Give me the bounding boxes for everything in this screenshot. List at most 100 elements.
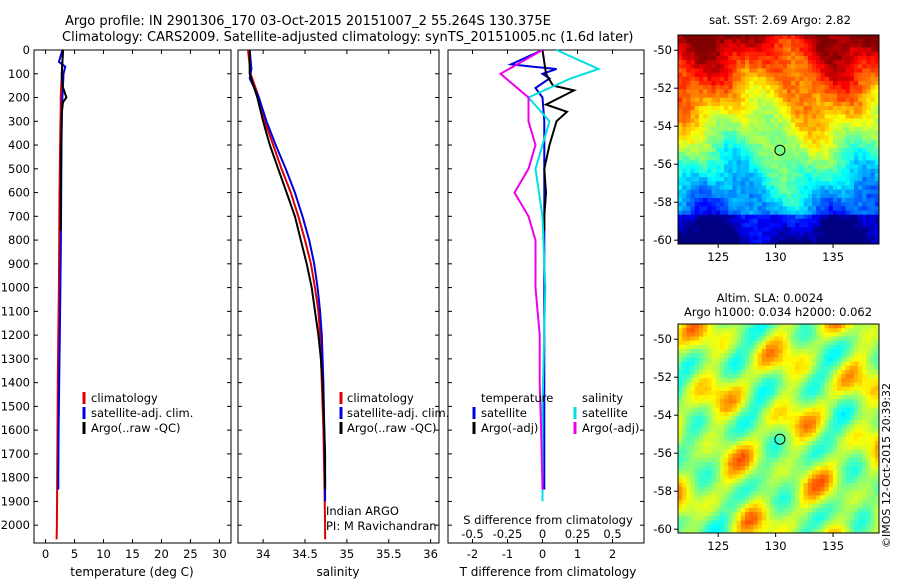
x-tick-label-top: -0.25 — [493, 527, 523, 541]
heatmap-cell — [761, 110, 767, 115]
heatmap-cell — [715, 516, 721, 521]
y-tick-label: 1800 — [1, 471, 30, 485]
heatmap-cell — [799, 60, 805, 65]
heatmap-cell — [682, 482, 687, 488]
heatmap-cell — [745, 106, 750, 111]
heatmap-cell — [740, 72, 746, 78]
heatmap-cell — [870, 453, 876, 459]
heatmap-cell — [874, 126, 880, 132]
heatmap-cell — [874, 399, 880, 404]
heatmap-cell — [678, 524, 683, 530]
heatmap-cell — [682, 512, 687, 517]
heatmap-cell — [858, 164, 863, 170]
heatmap-cell — [761, 470, 767, 475]
heatmap-cell — [816, 432, 821, 438]
heatmap-cell — [749, 139, 754, 145]
heatmap-cell — [724, 139, 729, 145]
heatmap-cell — [807, 131, 813, 136]
heatmap-cell — [862, 89, 867, 94]
heatmap-cell — [820, 378, 825, 383]
x-tick-label-top: 0.5 — [603, 527, 621, 541]
heatmap-cell — [770, 139, 775, 145]
heatmap-cell — [715, 507, 721, 513]
heatmap-cell — [853, 60, 859, 65]
heatmap-cell — [703, 202, 708, 207]
heatmap-cell — [807, 152, 813, 157]
heatmap-cell — [862, 47, 867, 53]
heatmap-cell — [740, 491, 746, 496]
heatmap-cell — [832, 365, 838, 371]
heatmap-cell — [682, 122, 687, 128]
heatmap-cell — [778, 110, 784, 115]
heatmap-cell — [686, 424, 691, 429]
heatmap-cell — [732, 193, 738, 199]
heatmap-cell — [745, 411, 750, 417]
heatmap-cell — [749, 407, 754, 413]
heatmap-cell — [807, 470, 813, 475]
heatmap-cell — [807, 214, 813, 220]
heatmap-cell — [874, 487, 880, 492]
heatmap-cell — [849, 101, 855, 107]
heatmap-cell — [728, 466, 733, 471]
heatmap-cell — [858, 122, 863, 128]
heatmap-cell — [832, 369, 838, 375]
heatmap-cell — [770, 47, 775, 53]
heatmap-cell — [791, 198, 796, 203]
heatmap-cell — [807, 361, 813, 367]
heatmap-cell — [765, 223, 771, 228]
heatmap-cell — [874, 474, 880, 480]
heatmap-cell — [795, 491, 800, 496]
heatmap-cell — [820, 85, 825, 90]
heatmap-cell — [870, 482, 876, 488]
heatmap-cell — [782, 198, 788, 203]
heatmap-cell — [774, 374, 779, 379]
heatmap-cell — [845, 126, 851, 132]
heatmap-cell — [774, 482, 779, 488]
heatmap-cell — [745, 152, 750, 157]
heatmap-cell — [803, 495, 809, 500]
heatmap-cell — [824, 478, 830, 484]
heatmap-cell — [816, 441, 821, 446]
heatmap-cell — [791, 101, 796, 107]
heatmap-cell — [812, 399, 817, 404]
heatmap-cell — [832, 206, 838, 211]
heatmap-cell — [736, 89, 742, 94]
heatmap-cell — [862, 122, 867, 128]
heatmap-cell — [745, 131, 750, 136]
heatmap-cell — [874, 231, 880, 237]
heatmap-cell — [782, 214, 788, 220]
heatmap-cell — [678, 160, 683, 165]
heatmap-cell — [715, 449, 721, 454]
heatmap-cell — [845, 43, 851, 48]
heatmap-cell — [812, 441, 817, 446]
heatmap-cell — [795, 177, 800, 182]
heatmap-cell — [736, 482, 742, 488]
heatmap-cell — [858, 365, 863, 371]
heatmap-cell — [703, 223, 708, 228]
heatmap-cell — [832, 101, 838, 107]
heatmap-cell — [728, 152, 733, 157]
heatmap-cell — [791, 344, 796, 350]
heatmap-cell — [799, 357, 805, 363]
heatmap-cell — [874, 411, 880, 417]
heatmap-cell — [841, 223, 846, 228]
heatmap-cell — [853, 403, 859, 408]
heatmap-cell — [694, 39, 700, 44]
heatmap-cell — [770, 89, 775, 94]
heatmap-cell — [719, 206, 725, 211]
heatmap-cell — [845, 189, 851, 195]
heatmap-cell — [703, 72, 708, 78]
heatmap-cell — [841, 231, 846, 237]
heatmap-cell — [690, 524, 696, 530]
heatmap-cell — [807, 64, 813, 69]
heatmap-cell — [761, 177, 767, 182]
heatmap-cell — [837, 478, 842, 484]
heatmap-cell — [832, 390, 838, 396]
heatmap-cell — [799, 378, 805, 383]
heatmap-cell — [753, 399, 758, 404]
heatmap-cell — [845, 520, 851, 526]
heatmap-cell — [786, 126, 792, 132]
heatmap-cell — [715, 235, 721, 241]
heatmap-cell — [736, 420, 742, 425]
heatmap-cell — [728, 185, 733, 191]
